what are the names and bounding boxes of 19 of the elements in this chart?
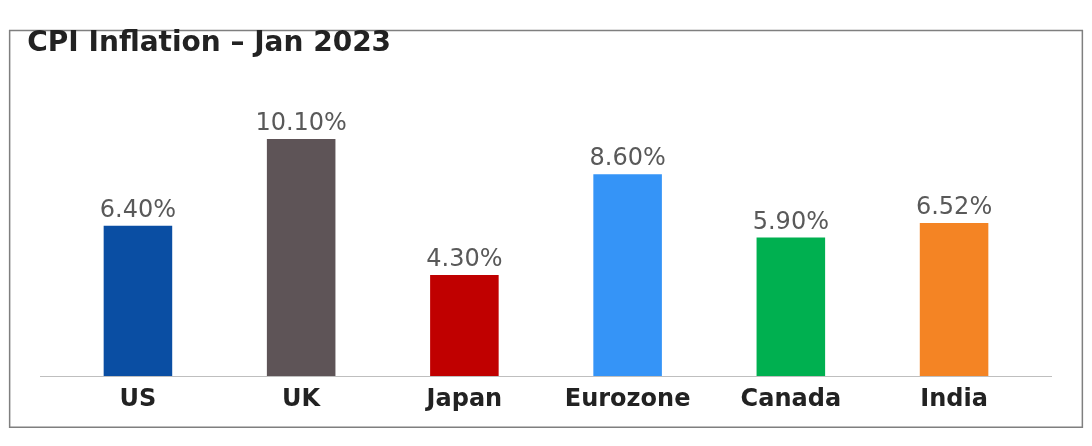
bar	[266, 138, 336, 376]
data-label: 8.60%	[589, 143, 666, 172]
x-tick-label: UK	[282, 383, 322, 412]
data-label: 10.10%	[255, 107, 347, 136]
bar	[756, 237, 826, 376]
data-label: 5.90%	[752, 206, 829, 235]
data-label: 6.52%	[915, 191, 993, 220]
bar	[593, 174, 662, 376]
bar	[103, 225, 173, 376]
x-tick-label: US	[119, 383, 157, 412]
data-label: 6.40%	[99, 194, 177, 223]
x-tick-label: Canada	[740, 383, 842, 412]
bar	[919, 222, 989, 376]
data-label: 4.30%	[426, 244, 503, 273]
chart-title: CPI Inflation – Jan 2023	[27, 24, 392, 58]
x-tick-label: India	[920, 383, 988, 412]
bar	[430, 275, 499, 376]
x-tick-label: Eurozone	[564, 383, 691, 412]
x-tick-label: Japan	[424, 383, 503, 412]
